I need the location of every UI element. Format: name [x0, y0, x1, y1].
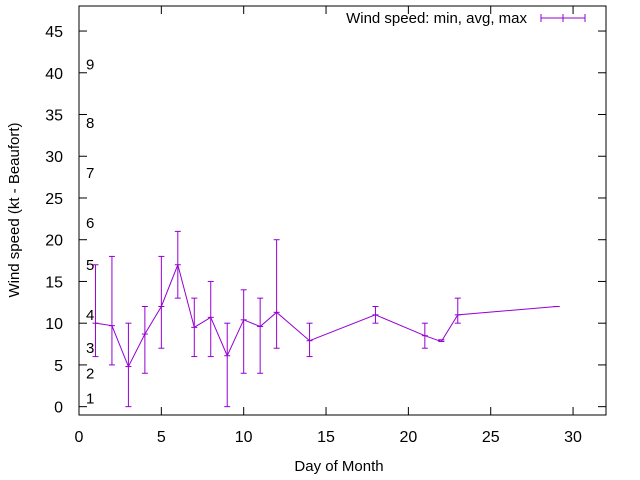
- x-axis: 0 5 10 15 20 25 30: [75, 6, 582, 446]
- beaufort-label: 5: [86, 257, 94, 274]
- y-tick-label: 40: [45, 66, 63, 83]
- wind-speed-series: [92, 230, 560, 408]
- legend-label: Wind speed: min, avg, max: [346, 10, 527, 27]
- y-axis-label: Wind speed (kt - Beaufort): [6, 122, 23, 297]
- x-tick-label: 5: [157, 429, 166, 446]
- y-tick-label: 5: [54, 358, 63, 375]
- x-tick-label: 15: [317, 429, 335, 446]
- x-tick-label: 20: [399, 429, 417, 446]
- y-tick-label: 15: [45, 274, 63, 291]
- beaufort-scale-labels: 1 2 3 4 5 6 7 8 9: [86, 56, 94, 407]
- beaufort-label: 3: [86, 340, 94, 357]
- beaufort-label: 6: [86, 215, 94, 232]
- beaufort-label: 8: [86, 115, 94, 132]
- legend: Wind speed: min, avg, max: [346, 10, 586, 27]
- series-line: [95, 263, 557, 368]
- beaufort-label: 9: [86, 56, 94, 73]
- y-tick-label: 10: [45, 316, 63, 333]
- x-tick-label: 25: [482, 429, 500, 446]
- x-tick-label: 30: [564, 429, 582, 446]
- beaufort-label: 7: [86, 165, 94, 182]
- y-tick-label: 45: [45, 24, 63, 41]
- beaufort-label: 4: [86, 307, 94, 324]
- y-tick-label: 0: [54, 400, 63, 417]
- x-tick-label: 10: [235, 429, 253, 446]
- x-tick-label: 0: [75, 429, 84, 446]
- beaufort-label: 2: [86, 365, 94, 382]
- plot-frame: [78, 5, 607, 416]
- y-tick-label: 35: [45, 108, 63, 125]
- y-tick-label: 20: [45, 233, 63, 250]
- y-tick-label: 25: [45, 191, 63, 208]
- x-axis-label: Day of Month: [294, 458, 383, 475]
- y-tick-label: 30: [45, 149, 63, 166]
- beaufort-label: 1: [86, 390, 94, 407]
